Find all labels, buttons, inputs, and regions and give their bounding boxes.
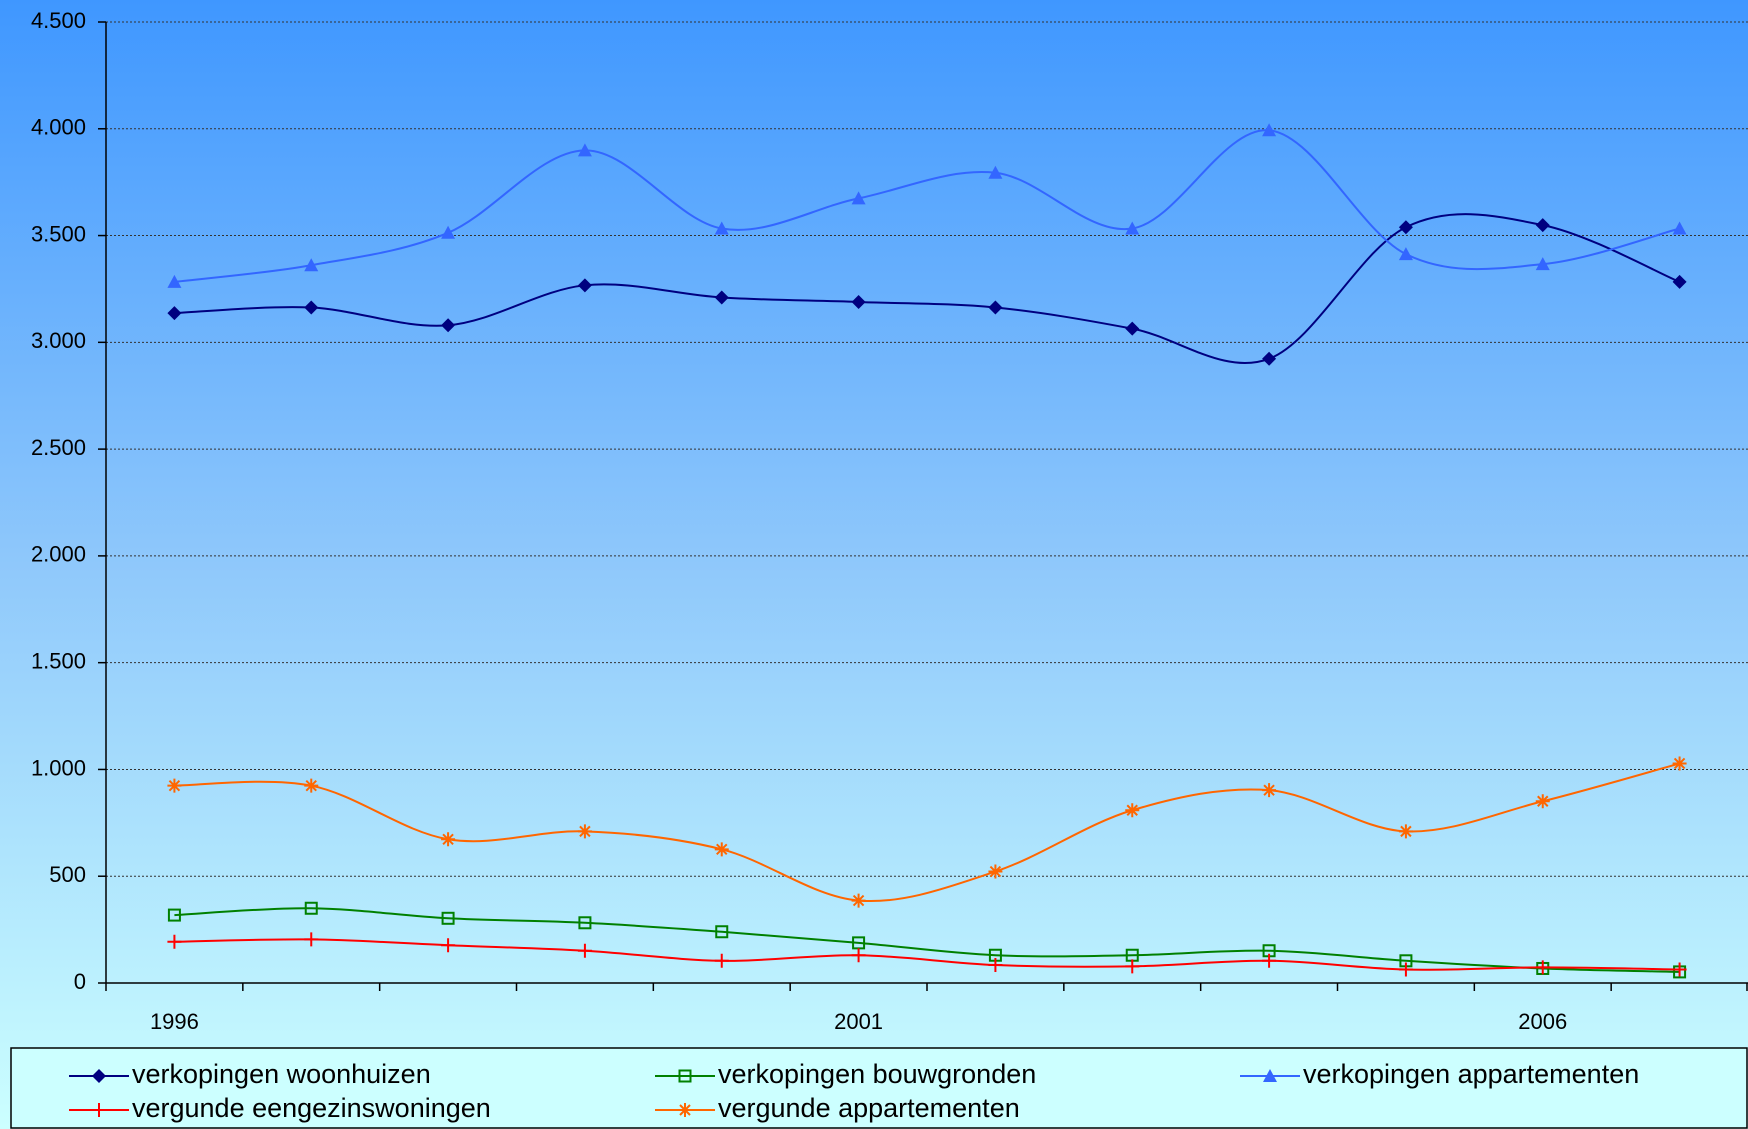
marker <box>304 300 319 315</box>
marker <box>715 925 729 939</box>
marker <box>851 893 866 908</box>
marker <box>851 191 866 205</box>
marker <box>1398 824 1413 839</box>
y-tick-label: 500 <box>49 862 86 887</box>
x-tick-label: 2001 <box>834 1009 883 1034</box>
marker <box>1398 962 1413 977</box>
marker <box>577 943 592 958</box>
marker <box>1398 247 1413 261</box>
marker <box>92 1103 106 1117</box>
marker <box>441 938 456 953</box>
marker <box>92 1069 106 1083</box>
marker <box>988 300 1003 315</box>
marker <box>304 932 319 947</box>
marker <box>1125 321 1140 336</box>
y-tick-label: 2.000 <box>31 542 86 567</box>
marker <box>1262 351 1277 366</box>
y-tick-label: 2.500 <box>31 435 86 460</box>
y-tick-label: 4.500 <box>31 8 86 33</box>
y-tick-label: 1.500 <box>31 648 86 673</box>
y-tick-label: 4.000 <box>31 115 86 140</box>
legend-label: verkopingen woonhuizen <box>132 1059 431 1089</box>
marker <box>441 318 456 333</box>
marker <box>441 911 455 925</box>
y-tick-label: 0 <box>74 969 86 994</box>
marker <box>167 778 182 793</box>
marker <box>714 221 729 235</box>
marker <box>304 778 319 793</box>
marker <box>1535 794 1550 809</box>
marker <box>988 864 1003 879</box>
marker <box>1535 257 1550 271</box>
marker <box>1535 218 1550 233</box>
y-tick-label: 3.000 <box>31 328 86 353</box>
marker <box>441 832 456 847</box>
marker <box>167 908 181 922</box>
legend-label: verkopingen appartementen <box>1303 1059 1639 1089</box>
marker <box>1262 953 1277 968</box>
marker <box>851 294 866 309</box>
marker <box>714 842 729 857</box>
marker <box>441 225 456 239</box>
marker <box>1672 221 1687 235</box>
legend-box <box>10 1047 1748 1129</box>
marker <box>304 901 318 915</box>
marker <box>304 258 319 272</box>
x-tick-label: 1996 <box>150 1009 199 1034</box>
marker <box>1262 783 1277 798</box>
marker <box>578 916 592 930</box>
marker <box>1672 756 1687 771</box>
y-tick-label: 1.000 <box>31 755 86 780</box>
marker <box>1672 274 1687 289</box>
marker <box>167 934 182 949</box>
marker <box>167 306 182 321</box>
series-line <box>174 938 1680 971</box>
marker <box>1262 123 1277 137</box>
marker <box>714 953 729 968</box>
legend-label: vergunde eengezinswoningen <box>132 1093 491 1123</box>
marker <box>1125 221 1140 235</box>
marker <box>851 948 866 963</box>
x-tick-label: 2006 <box>1518 1009 1567 1034</box>
marker <box>714 290 729 305</box>
legend-label: verkopingen bouwgronden <box>718 1059 1036 1089</box>
marker <box>1125 959 1140 974</box>
marker <box>577 824 592 839</box>
marker <box>577 278 592 293</box>
marker <box>167 274 182 288</box>
marker <box>577 143 592 157</box>
marker <box>1263 1069 1277 1082</box>
y-tick-label: 3.500 <box>31 221 86 246</box>
marker <box>1398 220 1413 235</box>
legend-label: vergunde appartementen <box>718 1093 1020 1123</box>
series-line <box>174 907 1680 973</box>
series-line <box>174 762 1680 903</box>
marker <box>988 165 1003 179</box>
marker <box>678 1103 692 1117</box>
marker <box>1535 960 1550 975</box>
marker <box>678 1069 692 1083</box>
marker <box>988 958 1003 973</box>
marker <box>1125 803 1140 818</box>
marker <box>1672 962 1687 977</box>
